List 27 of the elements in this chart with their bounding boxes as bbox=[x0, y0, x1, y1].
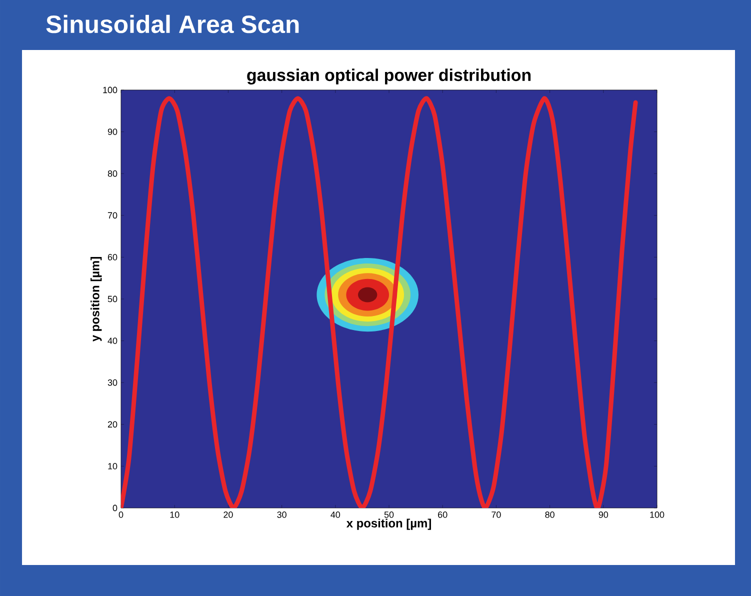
chart-subtitle: gaussian optical power distribution bbox=[247, 68, 531, 84]
y-tick-label: 40 bbox=[108, 338, 118, 344]
y-tick-label: 10 bbox=[108, 463, 118, 470]
y-tick-label: 70 bbox=[108, 212, 118, 219]
line-series bbox=[121, 96, 638, 508]
x-tick-label: 70 bbox=[492, 512, 501, 518]
x-tick-label: 100 bbox=[650, 512, 664, 518]
y-tick-label: 100 bbox=[103, 86, 118, 94]
y-tick-label: 50 bbox=[108, 296, 118, 302]
y-tick-label: 80 bbox=[108, 170, 118, 177]
y-tick-label: 60 bbox=[108, 254, 118, 260]
x-tick-label: 40 bbox=[330, 512, 340, 518]
x-tick-label: 0 bbox=[118, 512, 124, 518]
x-tick-label: 50 bbox=[384, 512, 394, 518]
x-tick-label: 10 bbox=[170, 512, 180, 518]
y-tick-label: 90 bbox=[108, 128, 118, 135]
x-tick-label: 80 bbox=[545, 512, 554, 518]
x-tick-label: 90 bbox=[598, 512, 608, 518]
x-tick-label: 60 bbox=[438, 512, 448, 518]
y-tick-label: 20 bbox=[108, 421, 118, 428]
chart-title: Sinusoidal Area Scan bbox=[46, 14, 299, 34]
y-axis-title: y position [µm] bbox=[90, 257, 102, 342]
x-tick-label: 30 bbox=[277, 512, 286, 518]
y-tick-label: 0 bbox=[112, 504, 118, 512]
y-tick-label: 30 bbox=[108, 379, 118, 386]
x-tick-label: 20 bbox=[224, 512, 233, 518]
x-axis-title: x position [µm] bbox=[346, 518, 431, 530]
